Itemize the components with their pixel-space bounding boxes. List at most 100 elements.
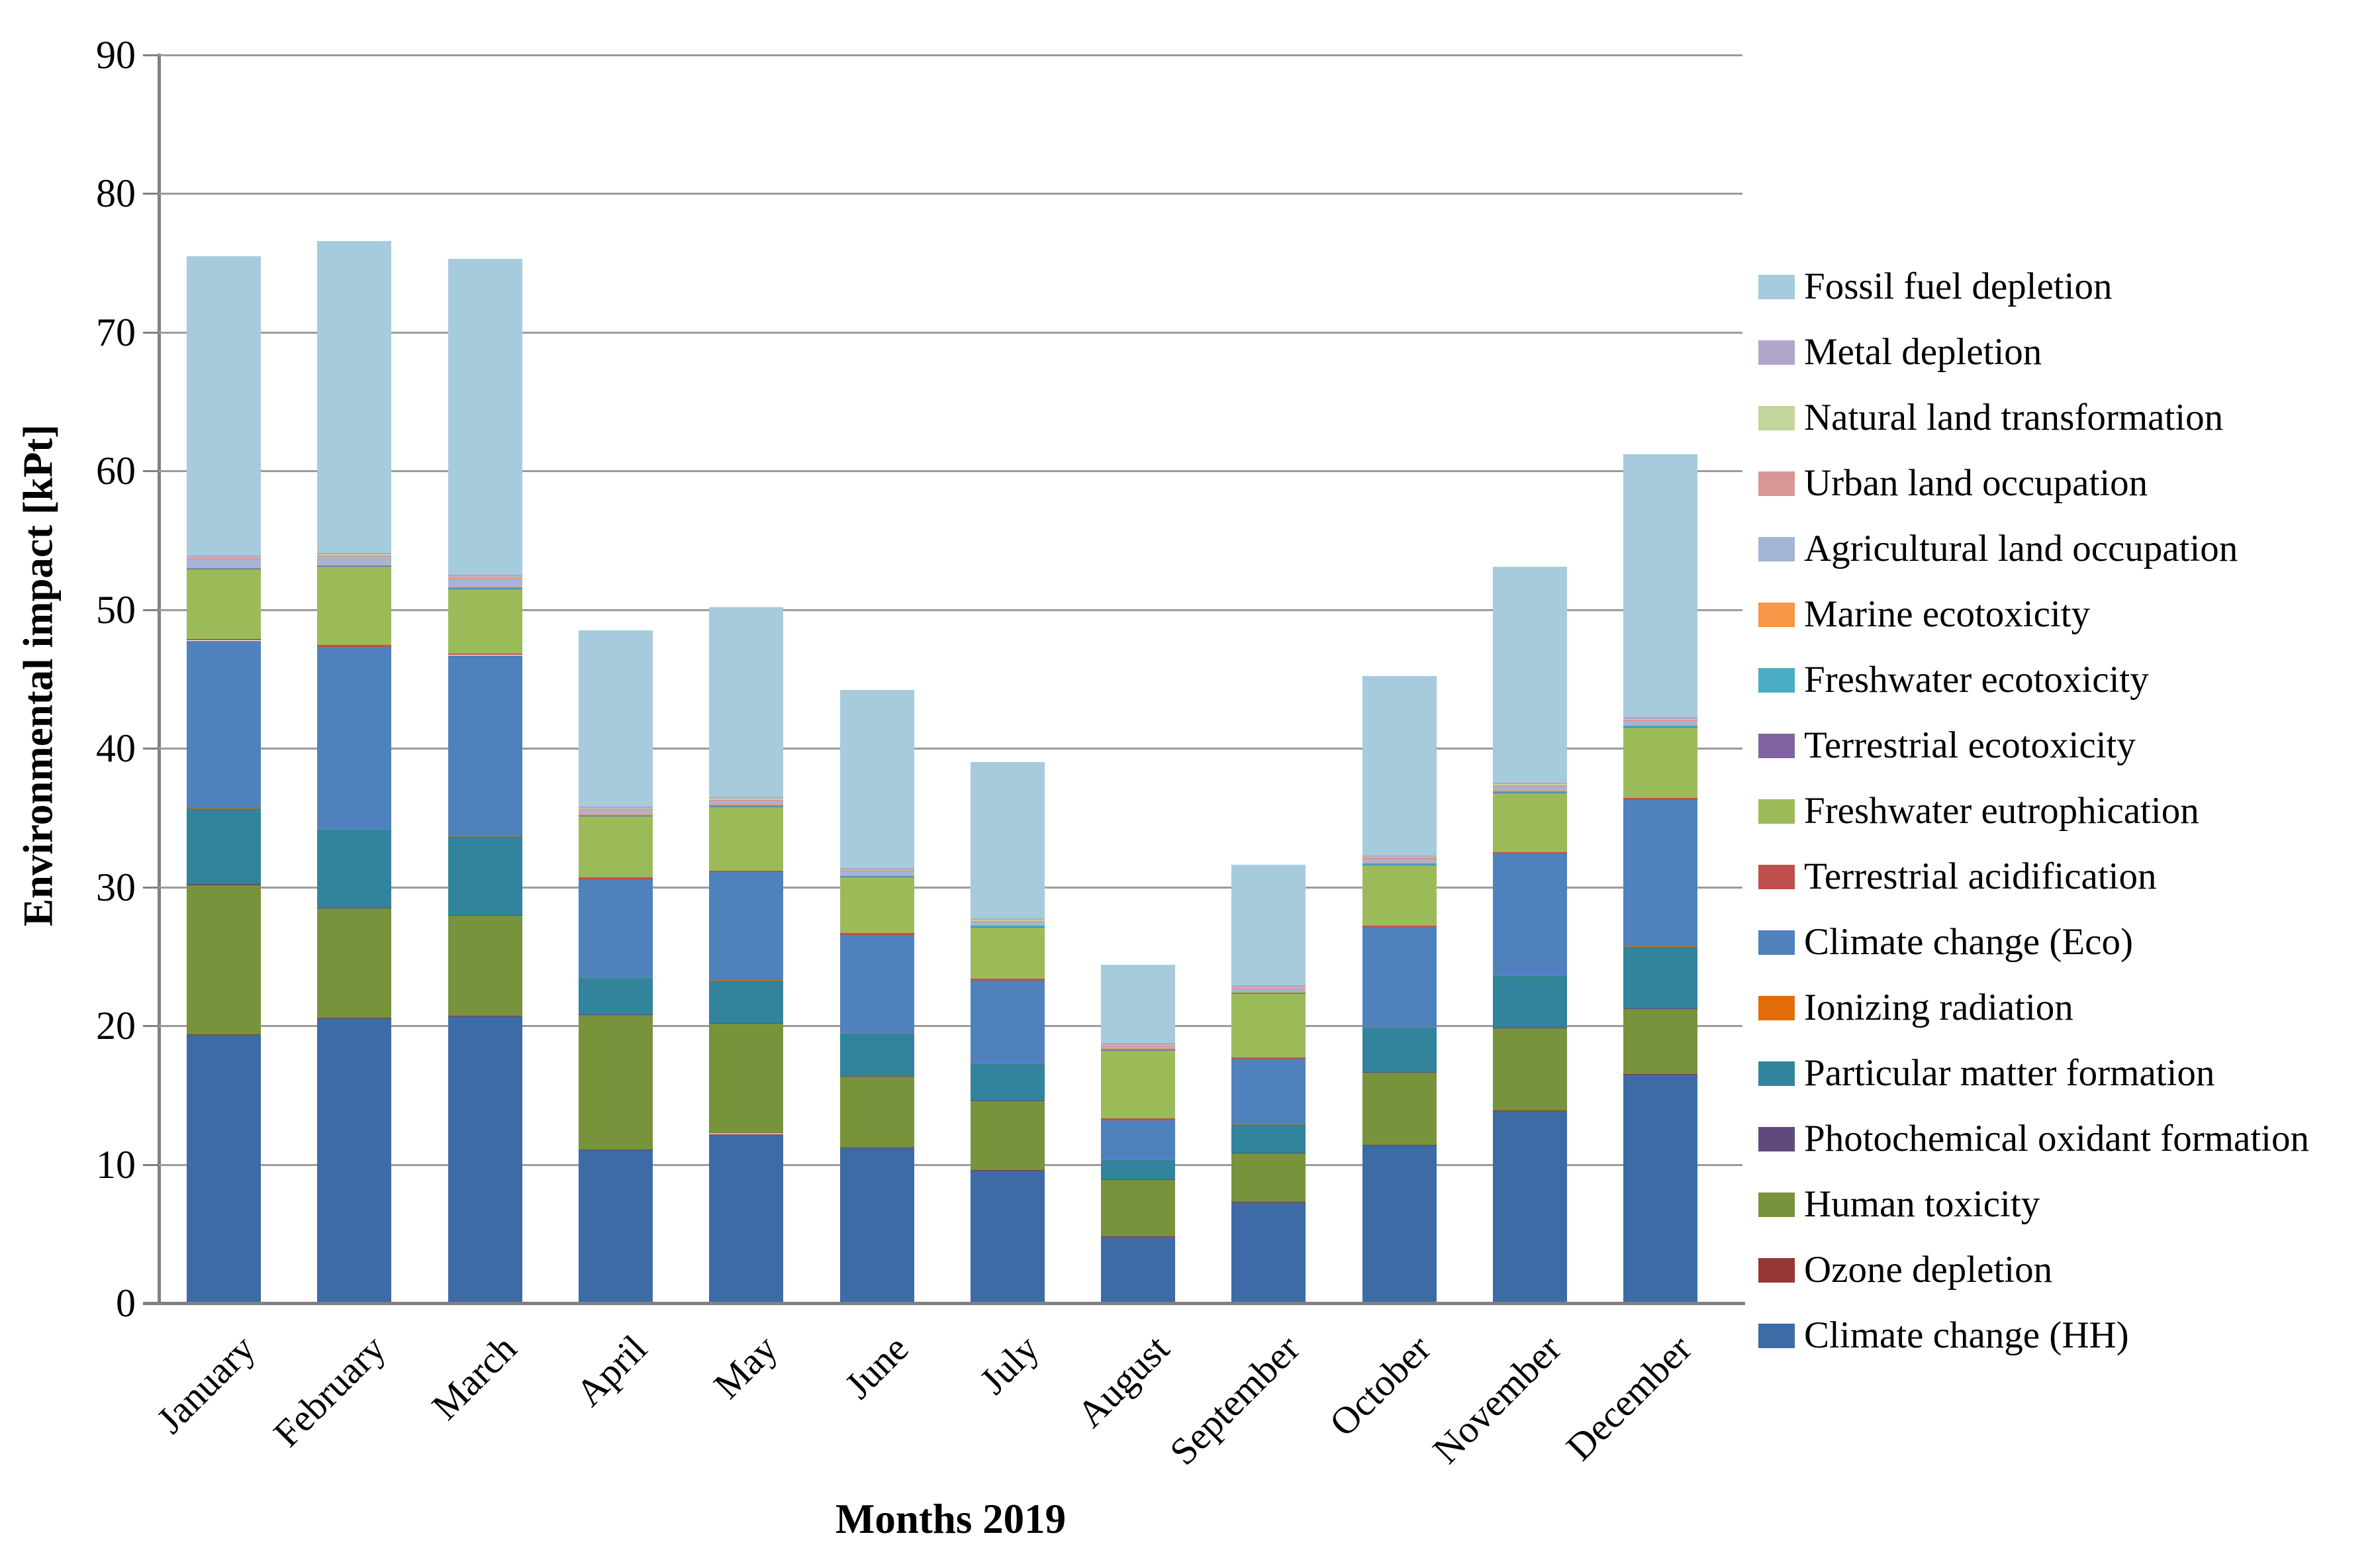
- bar-segment: [317, 828, 392, 830]
- x-axis-title: Months 2019: [835, 1496, 1067, 1542]
- bar-segment: [187, 560, 261, 567]
- y-tick-mark-20: [143, 1025, 159, 1028]
- bar-segment: [1493, 1110, 1567, 1303]
- bar-segment: [1362, 865, 1437, 926]
- bar-segment: [970, 920, 1045, 922]
- bar-segment: [1623, 799, 1698, 946]
- y-tick-label-30: 30: [96, 865, 136, 909]
- gridline-40: [159, 748, 1742, 750]
- bar-june: [839, 55, 914, 1303]
- bar-segment: [1623, 720, 1698, 722]
- bar-segment: [1101, 1179, 1176, 1237]
- legend-label: Terrestrial acidification: [1804, 855, 2157, 897]
- bar-segment: [1493, 782, 1567, 785]
- bar-segment: [1362, 927, 1437, 1028]
- bar-segment: [1101, 1159, 1176, 1161]
- plot-area: [159, 54, 1742, 1303]
- bar-segment: [970, 922, 1045, 926]
- bar-segment: [839, 875, 914, 877]
- bar-april: [578, 55, 653, 1303]
- bar-segment: [970, 762, 1045, 918]
- y-tick-label-20: 20: [96, 1004, 136, 1048]
- bar-segment: [578, 810, 653, 814]
- bar-segment: [839, 1032, 914, 1034]
- y-tick-label-10: 10: [96, 1142, 136, 1187]
- bar-segment: [1101, 1044, 1176, 1046]
- bar-segment: [1362, 1073, 1437, 1146]
- y-tick-mark-90: [143, 54, 159, 56]
- bar-segment: [1493, 854, 1567, 975]
- bar-segment: [970, 927, 1045, 979]
- bar-segment: [1101, 1236, 1176, 1303]
- y-tick-mark-80: [143, 193, 159, 195]
- bar-segment: [578, 1015, 653, 1149]
- y-tick-mark-30: [143, 886, 159, 889]
- bar-segment: [1362, 863, 1437, 865]
- y-tick-label-0: 0: [116, 1281, 136, 1325]
- bar-segment: [839, 868, 914, 870]
- bar-segment: [578, 630, 653, 807]
- legend-swatch-icon: [1758, 1061, 1795, 1086]
- bar-segment: [839, 875, 914, 876]
- legend-item: Terrestrial acidification: [1758, 854, 2156, 900]
- bar-october: [1362, 55, 1437, 1303]
- bar-segment: [970, 1100, 1045, 1102]
- bar-segment: [839, 1075, 914, 1077]
- bar-segment: [1231, 992, 1306, 994]
- bar-segment: [1623, 721, 1698, 726]
- bar-segment: [1362, 676, 1437, 855]
- bar-august: [1101, 55, 1176, 1303]
- legend-label: Ozone depletion: [1804, 1249, 2053, 1291]
- bar-segment: [578, 1014, 653, 1016]
- bar-segment: [1493, 975, 1567, 976]
- legend-item: Fossil fuel depletion: [1758, 264, 2112, 310]
- legend-item: Freshwater eutrophication: [1758, 788, 2199, 834]
- bar-segment: [1362, 859, 1437, 863]
- bar-segment: [1493, 785, 1567, 787]
- bar-segment: [448, 258, 522, 575]
- legend-item: Agricultural land occupation: [1758, 526, 2238, 572]
- bar-segment: [1623, 1008, 1698, 1075]
- bar-segment: [578, 977, 653, 978]
- bar-segment: [1101, 1043, 1176, 1045]
- gridline-50: [159, 609, 1742, 611]
- bar-segment: [1101, 1050, 1176, 1051]
- legend-swatch-icon: [1758, 536, 1795, 562]
- bar-segment: [317, 645, 392, 647]
- bar-segment: [1623, 725, 1698, 726]
- legend-label: Marine ecotoxicity: [1804, 593, 2091, 635]
- legend-item: Marine ecotoxicity: [1758, 591, 2090, 638]
- bar-segment: [970, 980, 1045, 1063]
- legend-label: Agricultural land occupation: [1804, 528, 2238, 569]
- legend-label: Climate change (Eco): [1804, 921, 2133, 963]
- y-tick-label-60: 60: [96, 449, 136, 493]
- bar-segment: [578, 809, 653, 811]
- legend-label: Climate change (HH): [1804, 1314, 2129, 1356]
- bar-segment: [448, 915, 522, 1016]
- y-tick-label-40: 40: [96, 726, 136, 771]
- bar-segment: [1231, 1124, 1306, 1153]
- legend-item: Climate change (HH): [1758, 1312, 2129, 1359]
- bar-segment: [578, 808, 653, 810]
- y-tick-mark-40: [143, 748, 159, 750]
- legend-swatch-icon: [1758, 864, 1795, 889]
- y-tick-label-70: 70: [96, 310, 136, 354]
- bar-segment: [709, 797, 784, 799]
- legend-label: Freshwater ecotoxicity: [1804, 659, 2149, 701]
- legend-swatch-icon: [1758, 733, 1795, 758]
- bar-segment: [839, 872, 914, 875]
- bar-segment: [709, 806, 784, 871]
- y-tick-mark-0: [143, 1302, 159, 1304]
- legend-item: Photochemical oxidant formation: [1758, 1116, 2309, 1162]
- bar-segment: [1623, 718, 1698, 720]
- bar-segment: [1623, 717, 1698, 719]
- gridline-80: [159, 193, 1742, 195]
- bar-segment: [1493, 975, 1567, 1028]
- bar-segment: [448, 589, 522, 654]
- bar-segment: [970, 1063, 1045, 1064]
- legend-item: Terrestrial ecotoxicity: [1758, 722, 2136, 769]
- bar-segment: [709, 980, 784, 981]
- legend-swatch-icon: [1758, 799, 1795, 824]
- y-tick-label-90: 90: [96, 33, 136, 77]
- bar-segment: [578, 816, 653, 878]
